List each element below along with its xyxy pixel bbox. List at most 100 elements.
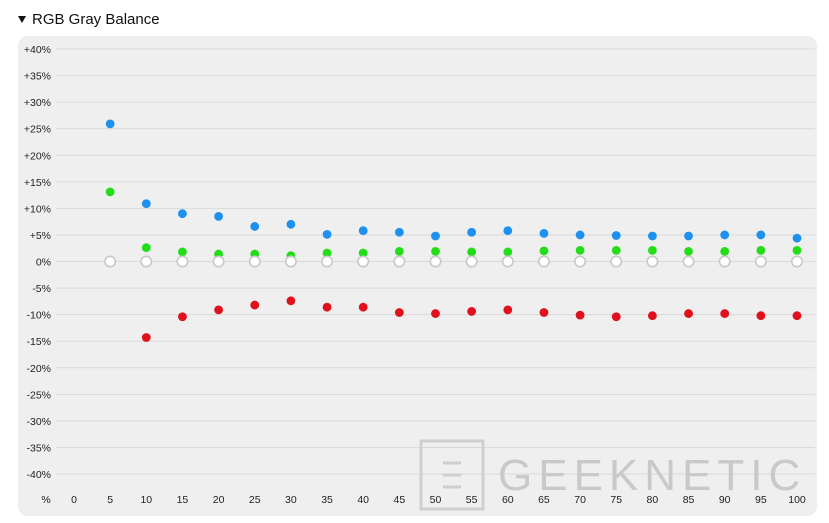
data-point-green <box>394 247 404 256</box>
data-point-neutral <box>718 255 731 268</box>
y-tick-label: +15% <box>24 177 51 189</box>
data-point-neutral <box>646 255 659 268</box>
section-header[interactable]: RGB Gray Balance <box>18 8 160 30</box>
x-axis-unit-label: % <box>41 494 50 506</box>
x-tick-label: 15 <box>177 494 189 506</box>
data-point-green <box>467 247 477 257</box>
x-tick-label: 35 <box>321 494 333 506</box>
collapse-triangle-icon[interactable] <box>18 16 26 23</box>
watermark-logo-box <box>419 439 485 511</box>
y-tick-label: 0% <box>36 257 51 269</box>
data-point-red <box>503 305 513 315</box>
data-point-neutral <box>537 255 550 268</box>
watermark-text: GEEKNETIC <box>498 451 806 500</box>
data-point-green <box>178 247 187 257</box>
data-point-green <box>539 246 549 256</box>
data-point-red <box>178 312 187 322</box>
data-point-green <box>684 247 693 256</box>
x-tick-label: 90 <box>719 494 731 506</box>
data-point-green <box>611 245 621 255</box>
x-tick-label: 80 <box>647 494 659 506</box>
data-point-neutral <box>248 255 261 268</box>
data-point-red <box>322 302 332 312</box>
data-point-red <box>394 308 404 317</box>
data-point-blue <box>756 230 766 240</box>
y-tick-label: +30% <box>24 97 51 109</box>
data-point-green <box>575 245 585 255</box>
x-tick-label: 0 <box>71 494 77 506</box>
data-point-neutral <box>465 255 478 268</box>
x-tick-label: 5 <box>107 494 113 506</box>
data-point-red <box>141 333 151 342</box>
data-point-blue <box>720 230 730 240</box>
x-tick-label: 95 <box>755 494 767 506</box>
data-point-neutral <box>140 255 153 268</box>
data-point-neutral <box>574 255 587 268</box>
y-tick-label: -35% <box>26 442 51 454</box>
y-tick-label: +40% <box>24 44 51 56</box>
data-point-neutral <box>212 255 225 268</box>
data-point-blue <box>792 233 802 243</box>
data-point-blue <box>467 227 477 237</box>
data-point-red <box>684 309 693 318</box>
data-point-red <box>792 311 802 321</box>
data-point-neutral <box>501 255 514 268</box>
data-point-red <box>611 312 621 322</box>
y-tick-label: +5% <box>30 230 51 242</box>
data-point-blue <box>684 231 693 241</box>
data-point-neutral <box>357 255 370 268</box>
data-point-blue <box>141 199 151 208</box>
data-point-green <box>105 187 115 197</box>
x-tick-label: 65 <box>538 494 550 506</box>
data-point-red <box>358 302 368 312</box>
x-tick-label: 45 <box>394 494 406 506</box>
x-tick-label: 85 <box>683 494 695 506</box>
data-point-neutral <box>104 255 117 268</box>
x-tick-label: 75 <box>610 494 622 506</box>
data-point-blue <box>250 222 260 231</box>
data-point-blue <box>503 226 513 236</box>
y-tick-label: -15% <box>26 336 51 348</box>
data-point-green <box>358 248 368 258</box>
data-point-neutral <box>393 255 406 268</box>
y-tick-label: -10% <box>26 310 51 322</box>
data-point-red <box>467 307 477 316</box>
data-point-blue <box>286 219 296 229</box>
y-tick-label: +25% <box>24 124 51 136</box>
data-point-red <box>575 310 585 320</box>
data-point-green <box>648 245 657 255</box>
data-point-red <box>214 305 224 315</box>
data-point-blue <box>648 231 657 241</box>
data-point-red <box>720 309 730 318</box>
data-point-blue <box>431 231 440 241</box>
section-title: RGB Gray Balance <box>32 10 160 28</box>
data-point-blue <box>358 226 368 236</box>
y-tick-label: -40% <box>26 469 51 481</box>
y-tick-label: +10% <box>24 203 51 215</box>
x-tick-label: 30 <box>285 494 297 506</box>
y-tick-label: +20% <box>24 150 51 162</box>
x-tick-label: 50 <box>430 494 442 506</box>
x-tick-label: 25 <box>249 494 261 506</box>
data-point-green <box>322 248 332 258</box>
y-tick-label: -5% <box>32 283 51 295</box>
data-point-blue <box>539 228 549 238</box>
data-point-red <box>286 296 296 306</box>
data-point-green <box>141 243 151 253</box>
data-point-red <box>648 311 657 321</box>
data-point-blue <box>394 227 404 237</box>
x-tick-label: 20 <box>213 494 225 506</box>
data-point-green <box>431 247 440 256</box>
data-point-blue <box>105 119 115 129</box>
x-tick-label: 100 <box>788 494 806 506</box>
data-point-blue <box>611 231 621 240</box>
data-point-neutral <box>321 255 334 268</box>
data-point-neutral <box>754 255 767 268</box>
data-point-neutral <box>682 255 695 268</box>
y-tick-label: -25% <box>26 389 51 401</box>
y-tick-label: +35% <box>24 71 51 83</box>
data-point-blue <box>214 211 224 221</box>
data-point-blue <box>575 230 585 240</box>
x-tick-label: 60 <box>502 494 514 506</box>
